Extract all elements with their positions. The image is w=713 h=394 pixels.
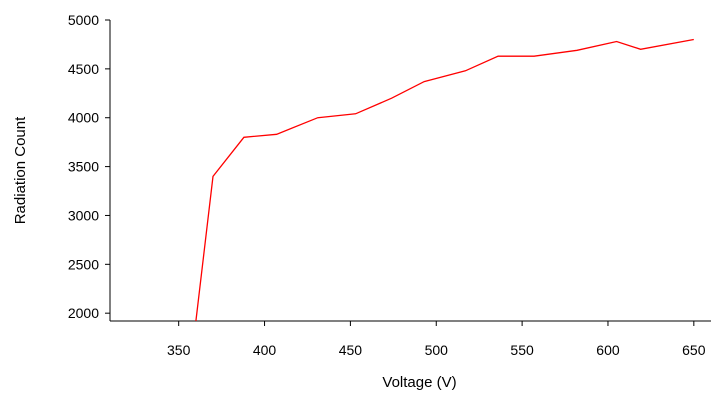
y-axis-label: Radiation Count bbox=[12, 116, 29, 224]
data-point bbox=[576, 49, 579, 52]
data-point bbox=[194, 320, 197, 323]
y-ticks: 2000 2500 3000 3500 4000 4500 5000 bbox=[68, 12, 110, 321]
x-tick-label: 400 bbox=[253, 342, 277, 358]
y-tick-label: 4000 bbox=[68, 110, 99, 126]
x-tick-label: 650 bbox=[682, 342, 706, 358]
x-tick-label: 450 bbox=[339, 342, 363, 358]
x-tick-label: 350 bbox=[167, 342, 191, 358]
data-point bbox=[390, 97, 393, 100]
data-point bbox=[639, 48, 642, 51]
x-tick-label: 600 bbox=[596, 342, 620, 358]
chart-axes bbox=[109, 20, 711, 322]
y-tick-label: 3000 bbox=[68, 207, 99, 223]
series-line bbox=[195, 38, 694, 322]
data-point bbox=[692, 38, 695, 41]
data-point bbox=[464, 69, 467, 72]
x-ticks: 350 400 450 500 550 600 650 bbox=[167, 321, 706, 358]
data-point bbox=[275, 133, 278, 136]
data-point bbox=[316, 116, 319, 119]
y-tick-label: 4500 bbox=[68, 61, 99, 77]
y-tick-label: 5000 bbox=[68, 12, 99, 28]
y-tick-label: 2500 bbox=[68, 256, 99, 272]
data-point bbox=[423, 80, 426, 83]
x-tick-label: 550 bbox=[510, 342, 534, 358]
data-point bbox=[354, 112, 357, 115]
data-point bbox=[212, 175, 215, 178]
data-point bbox=[615, 40, 618, 43]
data-point bbox=[242, 136, 245, 139]
y-tick-label: 3500 bbox=[68, 159, 99, 175]
series-layer bbox=[194, 38, 695, 323]
x-axis-label: Voltage (V) bbox=[382, 374, 456, 391]
data-point bbox=[533, 55, 536, 58]
x-tick-label: 500 bbox=[425, 342, 449, 358]
y-tick-label: 2000 bbox=[68, 305, 99, 321]
data-point bbox=[497, 55, 500, 58]
